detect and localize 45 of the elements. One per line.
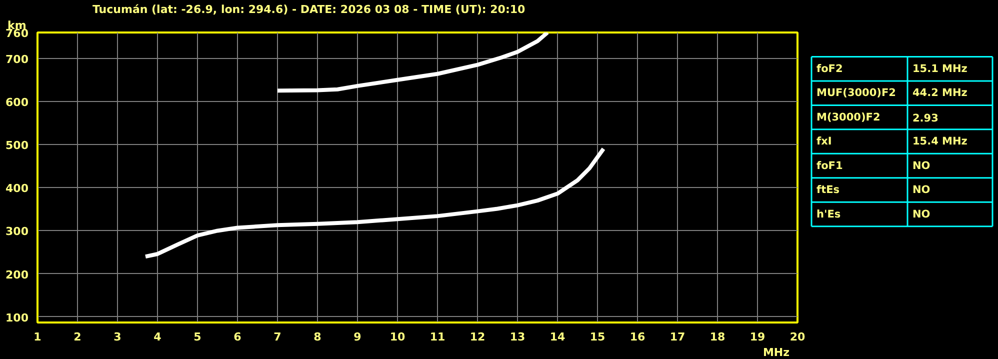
x-tick-label: 6	[234, 330, 242, 344]
text: ftEs	[816, 184, 840, 196]
text: NO	[912, 208, 930, 220]
y-tick-label: 200	[6, 268, 29, 282]
text: fxI	[816, 136, 832, 148]
x-tick-label: 13	[510, 330, 526, 344]
x-tick-label: 3	[114, 330, 122, 344]
x-tick-label: 5	[194, 330, 202, 344]
x-tick-label: 15	[590, 330, 606, 344]
text: 2.93	[912, 112, 938, 124]
x-tick-label: 18	[710, 330, 726, 344]
x-tick-label: 14	[550, 330, 566, 344]
text: NO	[912, 160, 930, 172]
x-tick-label: 2	[74, 330, 82, 344]
x-tick-label: 9	[354, 330, 362, 344]
x-tick-label: 20	[790, 330, 806, 344]
x-tick-label: 19	[750, 330, 766, 344]
x-tick-label: 4	[154, 330, 162, 344]
x-tick-label: 17	[670, 330, 686, 344]
x-tick-label: 1	[34, 330, 42, 344]
y-tick-label: 700	[6, 52, 29, 66]
chart-title: Tucumán (lat: -26.9, lon: 294.6) - DATE: 2026 03 08 - TIME (UT): 20:10	[92, 3, 526, 16]
y-tick-label: 600	[6, 96, 29, 109]
text: 44.2 MHz	[912, 87, 968, 100]
text: foF1	[816, 160, 843, 172]
y-tick-label: 100	[6, 311, 29, 324]
y-tick-label: 500	[6, 139, 29, 152]
x-axis-title: MHz	[762, 346, 790, 359]
text: 15.1 MHz	[912, 62, 968, 75]
text: foF2	[816, 62, 843, 75]
text: NO	[912, 184, 930, 196]
text: M(3000)F2	[816, 111, 880, 124]
x-tick-label: 11	[430, 330, 446, 344]
x-tick-label: 8	[314, 330, 322, 344]
text: h'Es	[816, 208, 841, 220]
x-tick-label: 10	[390, 330, 406, 344]
y-tick-label: 400	[6, 182, 29, 196]
x-tick-label: 16	[630, 330, 646, 344]
line-series	[276, 32, 550, 93]
x-tick-label: 7	[274, 330, 282, 344]
line-series	[144, 146, 606, 259]
x-tick-label: 12	[470, 330, 486, 344]
text: 15.4 MHz	[912, 136, 968, 148]
text: MUF(3000)F2	[816, 87, 896, 100]
y-tick-label: 300	[6, 225, 29, 238]
